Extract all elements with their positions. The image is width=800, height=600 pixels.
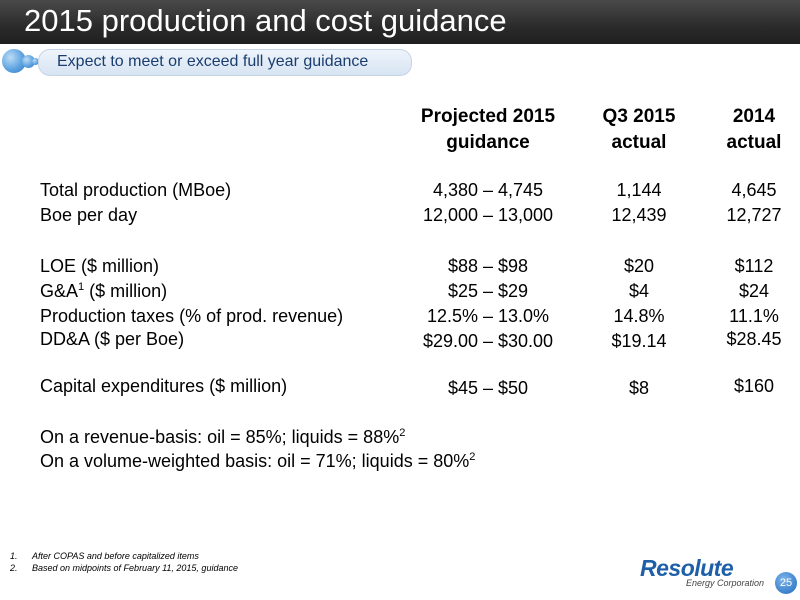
table-cell: $28.45 [726,329,782,349]
table-cell: $20 [623,256,655,276]
subtitle-pill: Expect to meet or exceed full year guida… [38,49,412,76]
company-logo-subtitle: Energy Corporation [686,578,765,588]
note-text: On a revenue-basis: oil = 85%; liquids =… [40,427,400,447]
row-label: Capital expenditures ($ million) [40,376,288,396]
column-header-2014: 2014 actual [710,104,798,156]
table-cell: $112 [734,256,774,276]
footnote-ref: 2 [469,451,476,463]
row-label: LOE ($ million) [40,256,160,276]
title-bar: 2015 production and cost guidance [0,0,800,44]
decorative-bubble-icon [22,55,35,68]
table-cell: $8 [628,378,650,398]
column-header-line: actual [726,132,782,153]
note-volume-basis: On a volume-weighted basis: oil = 71%; l… [40,451,475,472]
table-cell: 4,380 – 4,745 [432,180,544,200]
page-number-badge: 25 [775,572,797,594]
footnote-text: Based on midpoints of February 11, 2015,… [32,563,238,573]
table-cell: $29.00 – $30.00 [422,331,554,351]
row-label: Production taxes (% of prod. revenue) [40,306,344,326]
column-header-line: guidance [446,132,530,153]
footnote-item: 2. Based on midpoints of February 11, 20… [10,562,238,574]
note-revenue-basis: On a revenue-basis: oil = 85%; liquids =… [40,427,405,448]
row-label-text: G&A [40,281,79,301]
column-header-line: actual [611,132,667,153]
footnote-ref: 2 [399,427,406,439]
footnote-item: 1. After COPAS and before capitalized it… [10,550,238,562]
table-cell: $4 [628,281,650,301]
table-cell: $19.14 [611,331,667,351]
table-cell: 12,000 – 13,000 [422,205,554,225]
column-header-line: 2014 [732,106,776,127]
row-label: DD&A ($ per Boe) [40,329,185,349]
table-cell: 4,645 [731,180,777,200]
footnote-ref: 1 [78,281,85,293]
subtitle-bar: Expect to meet or exceed full year guida… [0,47,800,76]
column-header-projected-2015: Projected 2015 guidance [406,104,570,156]
column-header-q3-2015: Q3 2015 actual [586,104,692,156]
column-header-line: Q3 2015 [602,106,676,127]
table-cell: $88 – $98 [447,256,529,276]
table-cell: 12.5% – 13.0% [426,306,550,326]
note-text: On a volume-weighted basis: oil = 71%; l… [40,451,470,471]
slide-title: 2015 production and cost guidance [24,3,507,38]
row-label-ga: G&A1 ($ million) [40,281,167,302]
table-cell: $24 [738,281,770,301]
table-cell: $25 – $29 [447,281,529,301]
footnote-number: 2. [10,563,18,573]
footnote-text: After COPAS and before capitalized items [32,551,199,561]
row-label: Total production (MBoe) [40,180,232,200]
row-label: Boe per day [40,205,138,225]
slide-subtitle: Expect to meet or exceed full year guida… [57,53,369,70]
row-label-suffix: ($ million) [84,281,168,301]
footnote-number: 1. [10,551,18,561]
table-cell: $45 – $50 [447,378,529,398]
table-cell: 12,727 [726,205,782,225]
table-cell: 1,144 [616,180,662,200]
decorative-bubble-icon [32,58,39,65]
table-cell: 11.1% [729,306,779,326]
column-header-line: Projected 2015 [420,106,556,127]
footnotes: 1. After COPAS and before capitalized it… [10,550,238,574]
table-cell: 12,439 [611,205,667,225]
table-cell: 14.8% [613,306,665,326]
company-logo: Resolute [640,555,734,581]
table-cell: $160 [733,376,775,396]
